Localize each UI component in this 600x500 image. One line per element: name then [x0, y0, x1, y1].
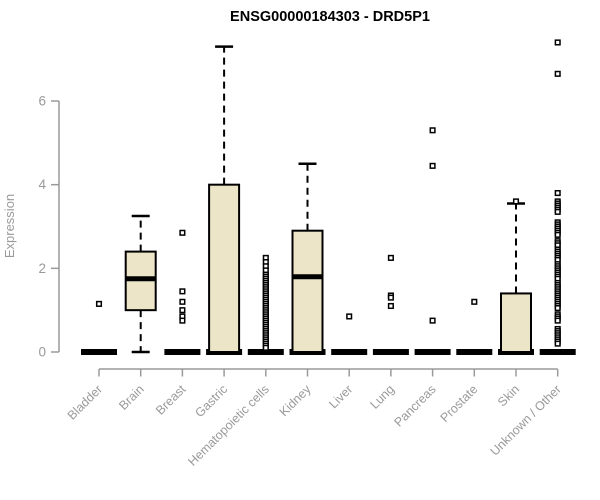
outlier-lung: [387, 254, 394, 261]
outlier-unknown-other: [554, 189, 561, 197]
outlier-breast: [179, 288, 186, 295]
x-label-bladder: Bladder: [65, 382, 105, 422]
x-label-pancreas: Pancreas: [391, 382, 438, 429]
y-axis-title: Expression: [2, 194, 17, 258]
zero-bar-breast: [164, 349, 201, 355]
outlier-breast: [179, 229, 186, 236]
y-tick-label-4: 4: [38, 177, 46, 192]
outlier-unknown-other: [554, 39, 561, 46]
outlier-liver: [346, 313, 353, 320]
chart-title: ENSG00000184303 - DRD5P1: [230, 9, 430, 25]
outlier-breast: [179, 298, 186, 305]
x-label-prostate: Prostate: [438, 382, 481, 425]
x-label-gastric: Gastric: [192, 382, 230, 420]
outlier-bladder: [95, 300, 103, 307]
y-tick-label-2: 2: [38, 261, 46, 276]
outlier-skin: [512, 198, 520, 205]
outlier-unknown-other: [554, 340, 561, 347]
outlier-unknown-other: [554, 305, 561, 312]
zero-bar-unknown-other: [539, 349, 576, 355]
outlier-pancreas: [429, 162, 436, 169]
box-gastric: [208, 183, 241, 353]
outlier-lung: [387, 302, 394, 310]
x-label-breast: Breast: [153, 382, 189, 418]
outlier-unknown-other: [554, 231, 561, 238]
outlier-breast: [179, 307, 186, 314]
outlier-prostate: [471, 298, 478, 305]
zero-bar-hematopoietic-cells: [247, 349, 284, 355]
box-skin: [500, 292, 532, 353]
zero-bar-lung: [372, 349, 409, 355]
outlier-unknown-other: [554, 317, 561, 324]
outlier-breast: [179, 317, 186, 324]
outlier-hematopoietic-cells: [262, 344, 269, 351]
x-label-skin: Skin: [495, 382, 522, 409]
y-tick-label-0: 0: [38, 345, 46, 360]
outlier-unknown-other: [554, 208, 561, 215]
outlier-lung: [387, 294, 394, 301]
x-label-liver: Liver: [326, 382, 355, 411]
x-label-brain: Brain: [116, 382, 147, 413]
outlier-pancreas: [429, 317, 436, 324]
x-label-hematopoietic-cells: Hematopoietic cells: [185, 382, 272, 469]
plot-area: 0 2 4 6 Bladder Brain Breast GastricHematopoiet…: [38, 39, 576, 469]
zero-bar-pancreas: [414, 349, 451, 355]
zero-bar-bladder: [81, 349, 117, 355]
outlier-pancreas: [429, 127, 436, 134]
x-label-lung: Lung: [367, 382, 397, 412]
x-label-kidney: Kidney: [277, 382, 314, 419]
outlier-unknown-other: [554, 70, 561, 77]
box-kidney: [291, 229, 324, 353]
zero-bar-liver: [331, 349, 368, 355]
y-tick-label-6: 6: [38, 94, 46, 109]
x-label-unknown-other: Unknown / Other: [488, 382, 564, 458]
zero-bar-prostate: [456, 349, 493, 355]
